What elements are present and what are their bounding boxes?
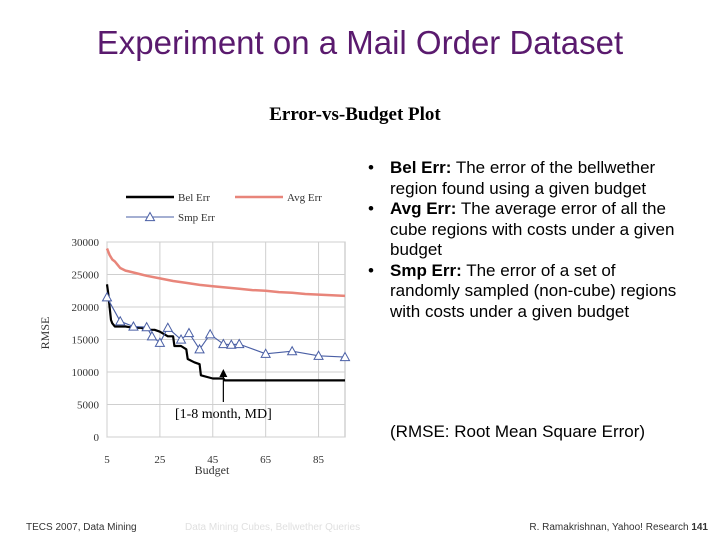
chart-axes: 0 5000 10000 15000 20000 25000 30000 5 25 45 65 85 B…	[38, 237, 325, 477]
bullet-text: The error of a set of randomly sampled (…	[390, 260, 677, 321]
x-tick-label: 25	[154, 454, 166, 466]
data-point	[204, 328, 216, 339]
series-line-bel-err	[105, 284, 345, 382]
data-point	[260, 348, 272, 358]
footer-left: TECS 2007, Data Mining	[26, 522, 137, 533]
legend-label: Smp Err	[178, 212, 215, 224]
y-tick-label: 0	[94, 432, 100, 444]
legend-item-smp-err: Smp Err	[126, 211, 215, 224]
bullet-term: Avg Err:	[390, 199, 457, 218]
series-avg-err	[105, 248, 346, 298]
legend-label: Avg Err	[287, 192, 322, 204]
data-point	[128, 320, 139, 331]
error-vs-budget-chart: Bel Err Avg Err Smp Err 0 5000 10000 15000 200…	[38, 192, 351, 477]
data-point	[141, 321, 153, 332]
bullet-smp-err: • Smp Err: The error of a set of randoml…	[360, 261, 690, 323]
series-bel-err	[105, 284, 345, 382]
y-tick-label: 25000	[72, 270, 100, 282]
data-point	[114, 315, 126, 326]
data-point	[286, 345, 298, 356]
y-tick-label: 30000	[72, 237, 100, 249]
page-number: 141	[691, 522, 708, 533]
bullet-dot-icon: •	[368, 199, 374, 218]
chart-series	[101, 248, 351, 382]
footer-author: R. Ramakrishnan, Yahoo! Research	[529, 522, 689, 533]
chart-legend: Bel Err Avg Err Smp Err	[126, 192, 322, 224]
annotation-arrowhead	[219, 369, 228, 377]
data-point	[233, 338, 245, 349]
chart-title: Error-vs-Budget Plot	[269, 104, 441, 125]
y-tick-label: 15000	[72, 335, 100, 347]
y-tick-label: 5000	[77, 400, 100, 412]
data-point	[313, 350, 324, 360]
series-smp-err	[101, 291, 351, 362]
rmse-note: (RMSE: Root Mean Square Error)	[390, 422, 646, 441]
legend-label: Bel Err	[178, 192, 210, 204]
footer-faint-text: Data Mining Cubes, Bellwether Queries	[185, 522, 361, 533]
y-tick-label: 10000	[72, 367, 100, 379]
legend-item-avg-err: Avg Err	[235, 192, 322, 204]
x-tick-label: 5	[104, 454, 110, 466]
data-point	[183, 327, 195, 338]
bullet-term: Smp Err:	[390, 260, 462, 280]
bullet-dot-icon: •	[368, 158, 374, 177]
data-point	[101, 291, 113, 302]
legend-marker	[144, 211, 156, 222]
data-point	[154, 337, 166, 347]
x-tick-label: 45	[207, 454, 219, 466]
bullet-term: Bel Err:	[390, 158, 452, 177]
bullet-avg-err: • Avg Err: The average error of all the …	[360, 199, 690, 261]
data-point	[175, 333, 187, 344]
data-point	[146, 330, 158, 341]
bullet-text: The error of the bellwether region found…	[390, 158, 656, 198]
chart-grid	[106, 241, 346, 438]
data-point	[162, 322, 174, 332]
data-point	[194, 343, 205, 354]
chart-annotation: [1-8 month, MD]	[175, 369, 272, 422]
footer-right: R. Ramakrishnan, Yahoo! Research 141	[529, 522, 708, 533]
data-point	[218, 338, 229, 349]
bullet-text: The average error of all the cube region…	[390, 199, 675, 259]
y-tick-label: 20000	[72, 302, 100, 314]
bullet-bel-err: • Bel Err: The error of the bellwether r…	[360, 158, 690, 199]
bullet-dot-icon: •	[368, 260, 374, 280]
series-line-avg-err	[105, 248, 346, 298]
slide-title: Experiment on a Mail Order Dataset	[96, 24, 624, 61]
data-point	[339, 351, 351, 362]
x-axis-label: Budget	[195, 463, 230, 477]
x-tick-label: 85	[313, 454, 325, 466]
data-point	[225, 339, 237, 349]
annotation-label: [1-8 month, MD]	[175, 407, 272, 422]
bullet-list: • Bel Err: The error of the bellwether r…	[360, 158, 690, 322]
legend-item-bel-err: Bel Err	[126, 192, 210, 204]
x-tick-label: 65	[260, 454, 272, 466]
y-axis-label: RMSE	[38, 317, 52, 350]
